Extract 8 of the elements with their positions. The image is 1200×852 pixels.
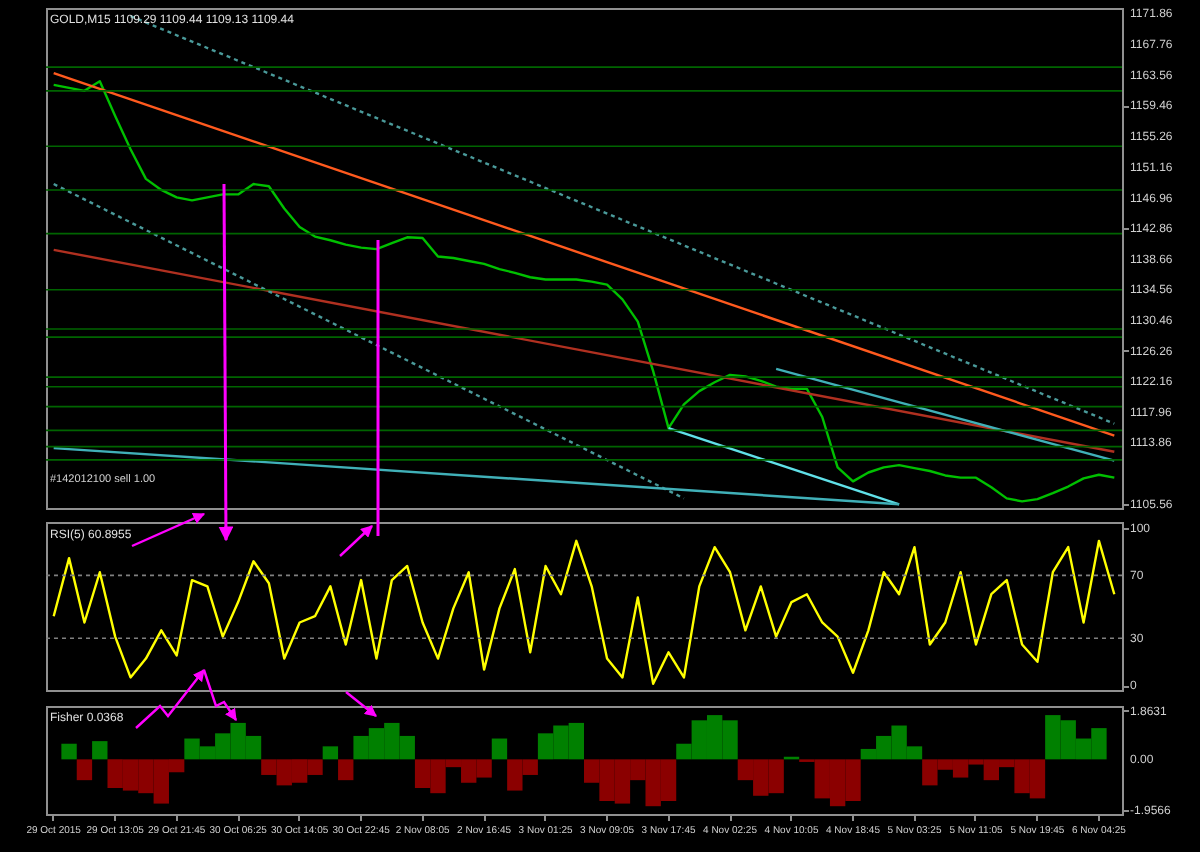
bar [322,746,339,760]
bar [491,738,508,760]
line-series [52,539,1116,685]
bar [61,743,77,760]
bar [76,759,93,781]
line-series [52,80,1116,503]
bar [92,741,108,760]
bar [338,759,354,781]
